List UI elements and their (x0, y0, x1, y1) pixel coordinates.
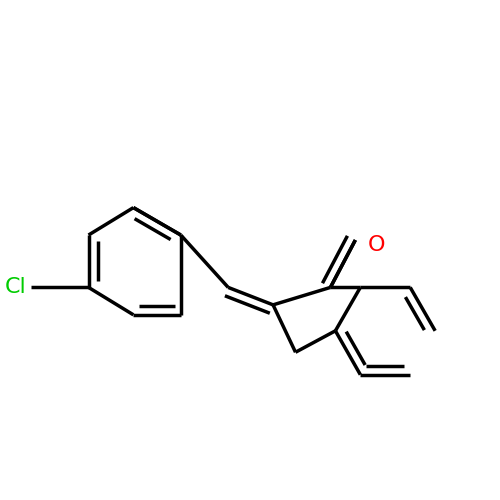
Text: O: O (368, 235, 386, 255)
Text: Cl: Cl (4, 278, 26, 297)
